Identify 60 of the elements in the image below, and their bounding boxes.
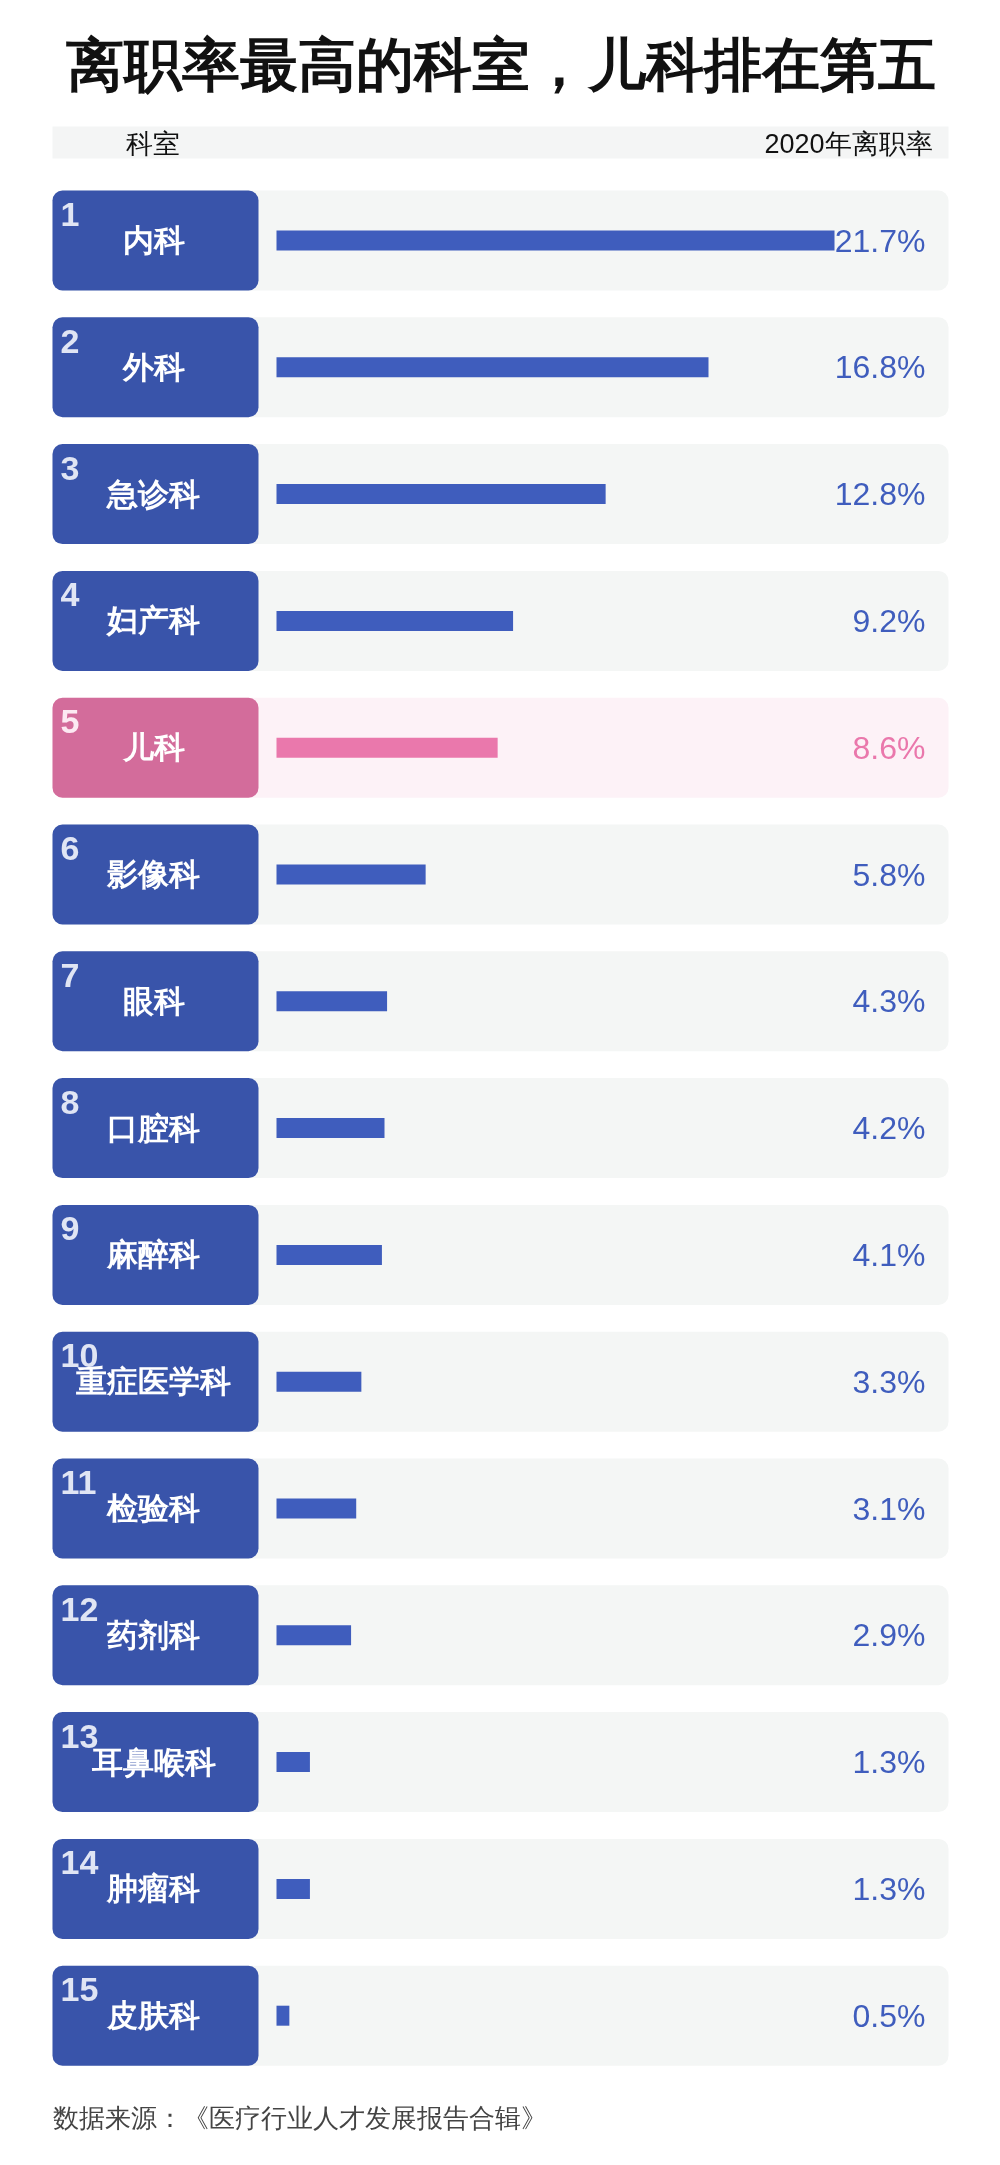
text: 6: [60, 829, 80, 867]
data-label: 0.5%: [852, 1997, 926, 2034]
text: 1: [60, 195, 80, 233]
bar: [276, 1371, 362, 1392]
y-tick-label: 妇产科: [105, 603, 200, 639]
text: 3: [60, 448, 80, 487]
bar: [276, 864, 426, 885]
text: 14: [60, 1843, 99, 1882]
y-tick-label: 外科: [121, 349, 185, 385]
bar: [276, 1244, 382, 1265]
bar: [276, 610, 514, 631]
data-label: 4.2%: [852, 1110, 926, 1147]
bar: [276, 991, 388, 1012]
bar: [276, 1118, 385, 1139]
y-tick-label: 口腔科: [107, 1110, 200, 1146]
y-tick-label: 麻醉科: [106, 1237, 200, 1273]
data-label: 8.6%: [852, 729, 926, 766]
data-label: 12.8%: [834, 476, 926, 513]
text: 5: [60, 702, 80, 741]
bar: [276, 230, 835, 251]
bar: [276, 1625, 352, 1646]
data-label: 1.3%: [852, 1870, 926, 1907]
y-tick-label: 急诊科: [106, 476, 200, 512]
text: 12: [60, 1589, 99, 1628]
data-label: 3.3%: [852, 1363, 926, 1400]
text: 15: [60, 1970, 99, 2009]
data-label: 3.1%: [852, 1490, 926, 1527]
y-tick-label: 内科: [122, 223, 185, 258]
text: 8: [60, 1082, 80, 1121]
bar: [276, 1752, 310, 1773]
y-axis-title: 科室: [125, 128, 180, 159]
bar: [276, 1878, 310, 1899]
text: 9: [60, 1209, 80, 1248]
bar: [276, 357, 709, 378]
y-tick-label: 皮肤科: [106, 1998, 200, 2034]
data-label: 16.8%: [834, 349, 926, 386]
text: 2: [60, 321, 80, 360]
y-tick-label: 药剂科: [106, 1617, 200, 1653]
bar: [276, 2005, 290, 2026]
data-label: 2.9%: [852, 1617, 926, 1654]
source-note: 数据来源：《医疗行业人才发展报告合辑》: [52, 2102, 547, 2133]
data-label: 4.3%: [852, 983, 926, 1020]
bar: [276, 1498, 357, 1519]
y-tick-label: 肿瘤科: [106, 1871, 200, 1907]
y-tick-label: 眼科: [122, 983, 185, 1019]
y-tick-label: 影像科: [106, 857, 200, 892]
bar: [276, 484, 606, 505]
data-label: 5.8%: [852, 856, 926, 893]
data-label: 1.3%: [852, 1744, 926, 1781]
text: 4: [60, 575, 80, 614]
y-tick-label: 儿科: [121, 730, 185, 766]
x-axis-title: 2020年离职率: [764, 128, 933, 159]
bar: [276, 737, 498, 758]
text: 7: [60, 955, 80, 994]
data-label: 9.2%: [852, 602, 926, 639]
text: 11: [60, 1463, 97, 1501]
data-label: 4.1%: [852, 1236, 926, 1273]
chart-title: 离职率最高的科室，儿科排在第五: [65, 32, 936, 97]
y-tick-label: 检验科: [106, 1491, 200, 1526]
data-label: 21.7%: [834, 222, 926, 259]
